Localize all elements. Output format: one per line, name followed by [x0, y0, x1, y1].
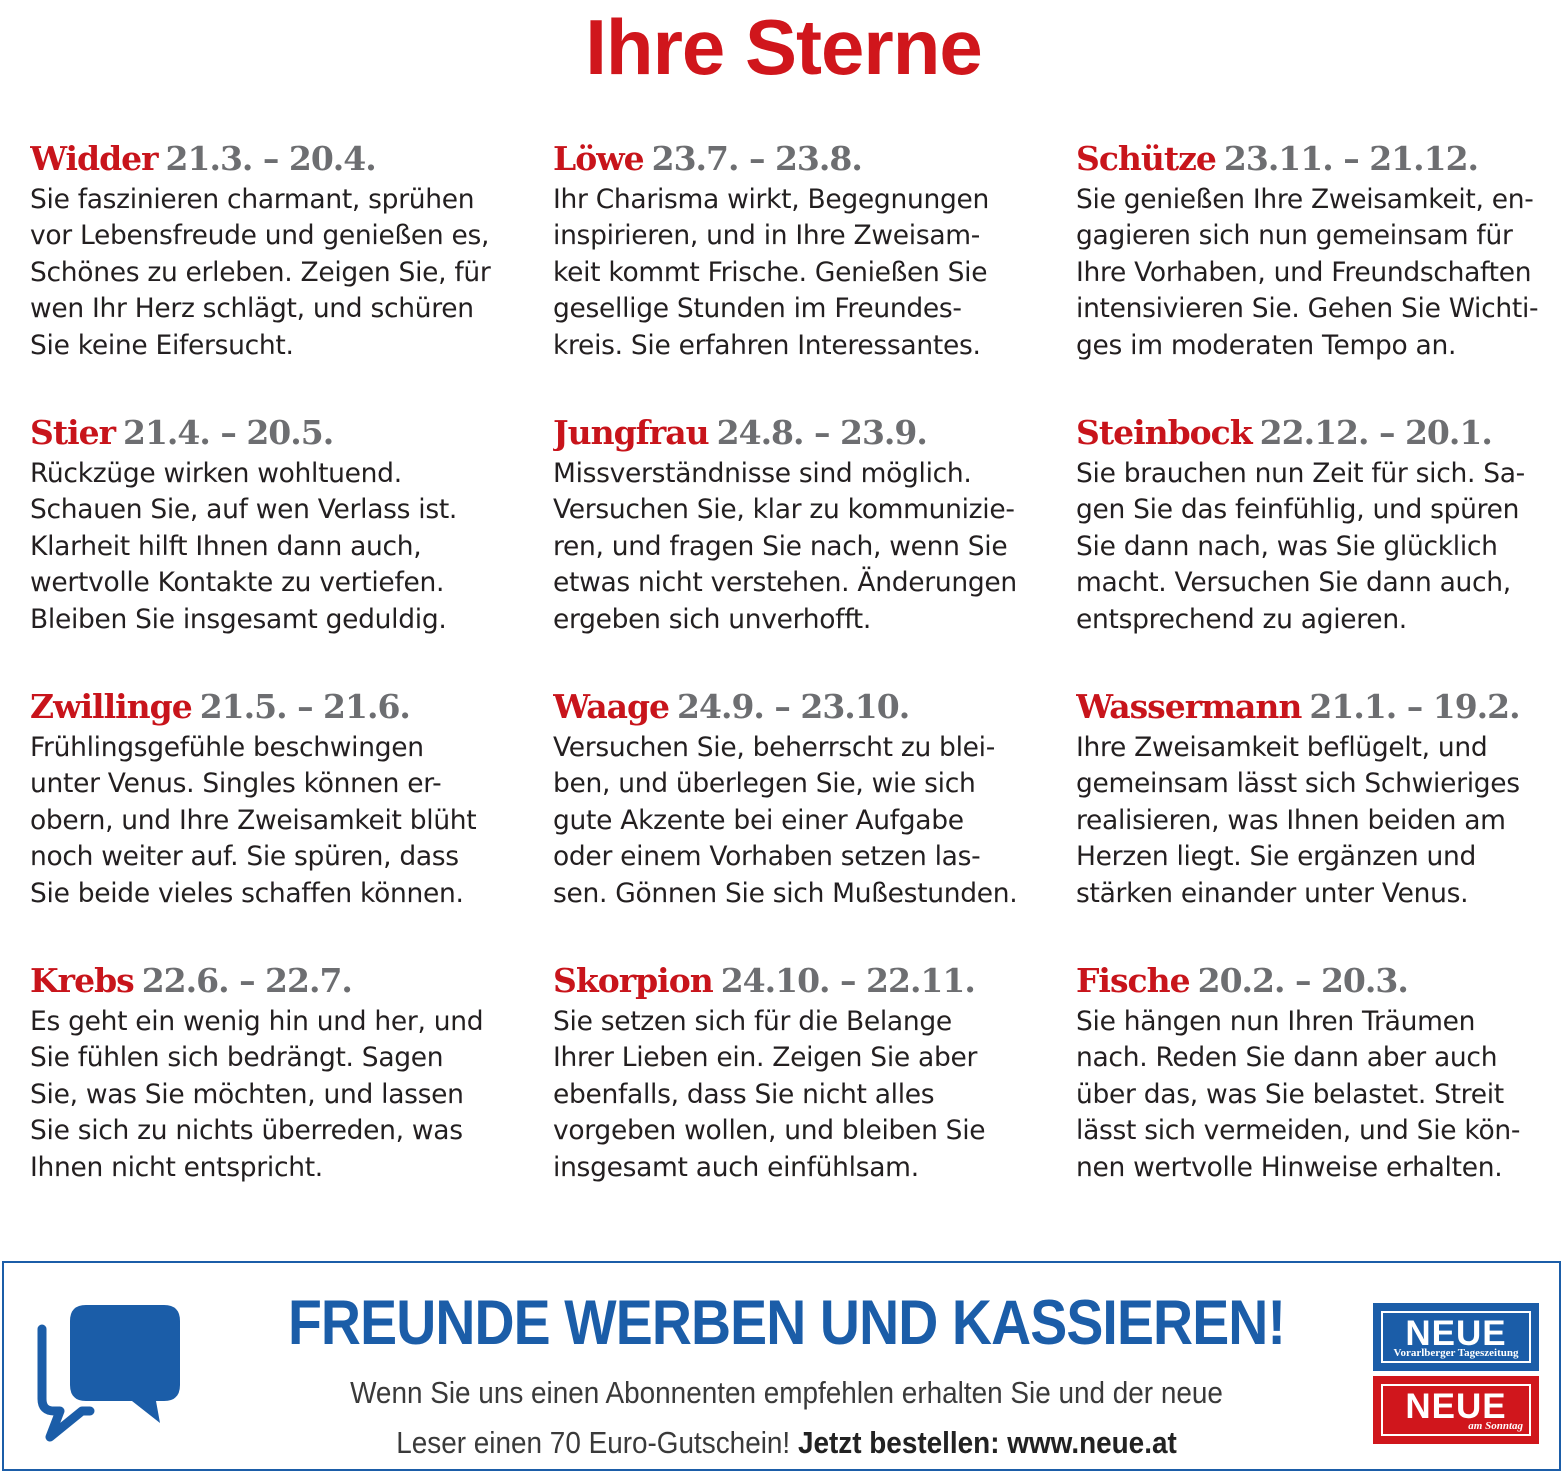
sign-name: Schütze [1076, 139, 1217, 178]
horoscope-heading: Steinbock 22.12. – 20.1. [1076, 412, 1556, 454]
horoscope-text: Sie genießen Ihre Zweisamkeit, en- gagie… [1076, 184, 1539, 361]
sign-name: Skorpion [553, 961, 714, 1000]
horoscope-text: Versuchen Sie, beherrscht zu blei- ben, … [553, 732, 1018, 909]
sign-dates: 20.2. – 20.3. [1197, 961, 1409, 1000]
sign-name: Löwe [553, 139, 645, 178]
horoscope-grid: Widder 21.3. – 20.4. Sie faszinieren char… [30, 138, 1556, 1234]
sign-name: Stier [30, 413, 116, 452]
sign-dates: 24.10. – 22.11. [720, 961, 976, 1000]
horoscope-loewe: Löwe 23.7. – 23.8. Ihr Charisma wirkt, Be… [553, 138, 1076, 412]
neue-am-sonntag-logo: NEUE am Sonntag [1373, 1376, 1539, 1444]
horoscope-heading: Skorpion 24.10. – 22.11. [553, 960, 1076, 1002]
sign-dates: 23.7. – 23.8. [651, 139, 863, 178]
promo-text-line: Wenn Sie uns einen Abonnenten empfehlen … [350, 1375, 1223, 1410]
logo-frame: NEUE am Sonntag [1381, 1384, 1531, 1436]
horoscope-text: Ihr Charisma wirkt, Begegnungen inspirie… [553, 184, 989, 361]
sign-name: Widder [30, 139, 159, 178]
horoscope-wassermann: Wassermann 21.1. – 19.2. Ihre Zweisamkeit… [1076, 686, 1556, 960]
logo-word: NEUE [1405, 1387, 1507, 1426]
sign-name: Steinbock [1076, 413, 1253, 452]
sign-dates: 21.1. – 19.2. [1309, 687, 1520, 726]
sign-name: Waage [553, 687, 670, 726]
horoscope-text: Es geht ein wenig hin und her, und Sie f… [30, 1006, 484, 1183]
promo-banner: FREUNDE WERBEN UND KASSIEREN! Wenn Sie u… [2, 1261, 1561, 1471]
horoscope-text: Sie faszinieren charmant, sprühen vor Le… [30, 184, 491, 361]
horoscope-steinbock: Steinbock 22.12. – 20.1. Sie brauchen nun… [1076, 412, 1556, 686]
sign-dates: 22.12. – 20.1. [1259, 413, 1493, 452]
sign-dates: 24.8. – 23.9. [716, 413, 928, 452]
horoscope-text: Sie brauchen nun Zeit für sich. Sa- gen … [1076, 458, 1525, 635]
sign-dates: 21.4. – 20.5. [123, 413, 334, 452]
horoscope-zwillinge: Zwillinge 21.5. – 21.6. Frühlingsgefühle … [30, 686, 553, 960]
sign-dates: 21.3. – 20.4. [165, 139, 377, 178]
sign-dates: 22.6. – 22.7. [141, 961, 353, 1000]
horoscope-krebs: Krebs 22.6. – 22.7. Es geht ein wenig hin… [30, 960, 553, 1234]
promo-headline: FREUNDE WERBEN UND KASSIEREN! [287, 1288, 1286, 1358]
promo-text: Leser einen 70 Euro-Gutschein! [396, 1425, 791, 1460]
horoscope-heading: Fische 20.2. – 20.3. [1076, 960, 1556, 1002]
horoscope-heading: Schütze 23.11. – 21.12. [1076, 138, 1556, 180]
horoscope-text: Sie hängen nun Ihren Träumen nach. Reden… [1076, 1006, 1521, 1183]
page-title: Ihre Sterne [585, 3, 982, 91]
sign-dates: 21.5. – 21.6. [199, 687, 411, 726]
sign-dates: 23.11. – 21.12. [1223, 139, 1479, 178]
chat-bubbles-icon [37, 1305, 180, 1442]
logo-subtitle: Vorarlberger Tageszeitung [1393, 1347, 1519, 1359]
horoscope-heading: Löwe 23.7. – 23.8. [553, 138, 1076, 180]
horoscope-fische: Fische 20.2. – 20.3. Sie hängen nun Ihren… [1076, 960, 1556, 1234]
logo-frame: NEUE Vorarlberger Tageszeitung [1381, 1311, 1531, 1363]
sign-name: Krebs [30, 961, 135, 1000]
horoscope-heading: Widder 21.3. – 20.4. [30, 138, 553, 180]
sign-dates: 24.9. – 23.10. [677, 687, 910, 726]
horoscope-heading: Krebs 22.6. – 22.7. [30, 960, 553, 1002]
sign-name: Zwillinge [30, 687, 193, 726]
logo-word: NEUE [1405, 1314, 1507, 1353]
promo-text-line: Leser einen 70 Euro-Gutschein! Jetzt bes… [262, 1421, 1311, 1465]
neue-logo: NEUE Vorarlberger Tageszeitung [1373, 1303, 1539, 1371]
horoscope-heading: Waage 24.9. – 23.10. [553, 686, 1076, 728]
horoscope-skorpion: Skorpion 24.10. – 22.11. Sie setzen sich … [553, 960, 1076, 1234]
horoscope-text: Missverständnisse sind möglich. Versuche… [553, 458, 1017, 635]
logo-subtitle: am Sonntag [1468, 1420, 1523, 1432]
horoscope-heading: Stier 21.4. – 20.5. [30, 412, 553, 454]
sign-name: Wassermann [1076, 687, 1302, 726]
sign-name: Jungfrau [553, 413, 710, 452]
horoscope-text: Sie setzen sich für die Belange Ihrer Li… [553, 1006, 986, 1183]
promo-cta-link[interactable]: Jetzt bestellen: www.neue.at [797, 1425, 1177, 1460]
horoscope-text: Frühlingsgefühle beschwingen unter Venus… [30, 732, 477, 909]
horoscope-stier: Stier 21.4. – 20.5. Rückzüge wirken wohlt… [30, 412, 553, 686]
horoscope-text: Rückzüge wirken wohltuend. Schauen Sie, … [30, 458, 458, 635]
horoscope-schuetze: Schütze 23.11. – 21.12. Sie genießen Ihre… [1076, 138, 1556, 412]
horoscope-jungfrau: Jungfrau 24.8. – 23.9. Missverständnisse … [553, 412, 1076, 686]
horoscope-heading: Zwillinge 21.5. – 21.6. [30, 686, 553, 728]
sign-name: Fische [1076, 961, 1191, 1000]
horoscope-text: Ihre Zweisamkeit beflügelt, und gemeinsa… [1076, 732, 1520, 909]
horoscope-widder: Widder 21.3. – 20.4. Sie faszinieren char… [30, 138, 553, 412]
horoscope-heading: Jungfrau 24.8. – 23.9. [553, 412, 1076, 454]
horoscope-heading: Wassermann 21.1. – 19.2. [1076, 686, 1556, 728]
horoscope-waage: Waage 24.9. – 23.10. Versuchen Sie, beher… [553, 686, 1076, 960]
